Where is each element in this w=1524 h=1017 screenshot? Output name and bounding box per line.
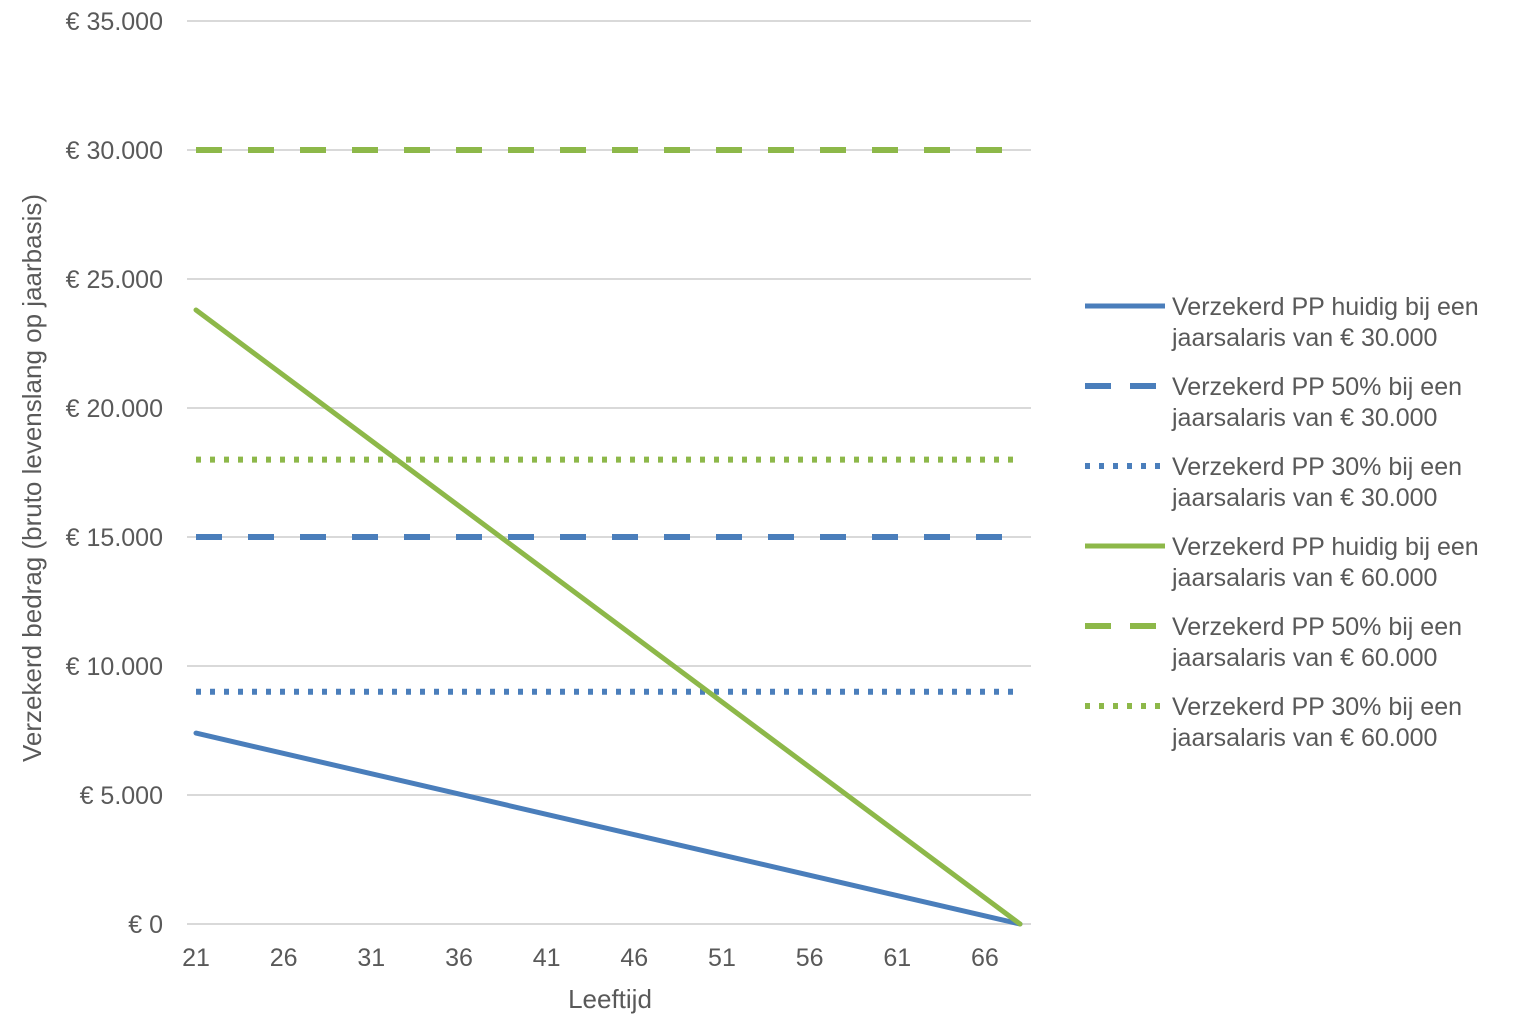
legend-label: jaarsalaris van € 60.000 <box>1171 724 1437 752</box>
x-tick-label: 36 <box>445 944 473 972</box>
x-tick-label: 26 <box>270 944 298 972</box>
y-tick-label: € 0 <box>128 911 163 939</box>
x-tick-label: 31 <box>357 944 385 972</box>
legend-label: Verzekerd PP huidig bij een <box>1172 533 1479 561</box>
y-tick-label: € 10.000 <box>66 653 163 681</box>
legend-label: Verzekerd PP huidig bij een <box>1172 293 1479 321</box>
y-tick-label: € 35.000 <box>66 8 163 36</box>
x-axis-title: Leeftijd <box>568 984 652 1014</box>
x-tick-label: 51 <box>708 944 736 972</box>
legend-label: jaarsalaris van € 30.000 <box>1171 484 1437 512</box>
y-tick-label: € 30.000 <box>66 137 163 165</box>
legend-label: Verzekerd PP 50% bij een <box>1172 373 1462 401</box>
x-tick-label: 41 <box>533 944 561 972</box>
y-axis-title: Verzekerd bedrag (bruto levenslang op ja… <box>17 194 47 762</box>
legend-label: Verzekerd PP 30% bij een <box>1172 453 1462 481</box>
series-line <box>193 730 1023 927</box>
y-tick-label: € 25.000 <box>66 266 163 294</box>
plot-series <box>193 147 1023 927</box>
legend-label: Verzekerd PP 30% bij een <box>1172 693 1462 721</box>
x-tick-label: 61 <box>883 944 911 972</box>
legend: Verzekerd PP huidig bij een jaarsalaris v… <box>1085 293 1479 752</box>
x-tick-label: 46 <box>620 944 648 972</box>
y-tick-label: € 5.000 <box>80 782 163 810</box>
x-tick-label: 56 <box>796 944 824 972</box>
y-tick-label: € 15.000 <box>66 524 163 552</box>
legend-label: jaarsalaris van € 30.000 <box>1171 324 1437 352</box>
legend-label: jaarsalaris van € 60.000 <box>1171 564 1437 592</box>
legend-label: Verzekerd PP 50% bij een <box>1172 613 1462 641</box>
gridlines <box>187 20 1031 925</box>
y-axis-ticks: € 0 € 5.000 € 10.000 € 15.000 € 20.000 € 25.0… <box>66 8 163 939</box>
x-axis-ticks: 21 26 31 36 41 46 51 56 61 66 <box>182 944 999 972</box>
legend-label: jaarsalaris van € 60.000 <box>1171 644 1437 672</box>
x-tick-label: 21 <box>182 944 210 972</box>
legend-label: jaarsalaris van € 30.000 <box>1171 404 1437 432</box>
x-tick-label: 66 <box>971 944 999 972</box>
y-tick-label: € 20.000 <box>66 395 163 423</box>
series-line <box>193 307 1023 927</box>
